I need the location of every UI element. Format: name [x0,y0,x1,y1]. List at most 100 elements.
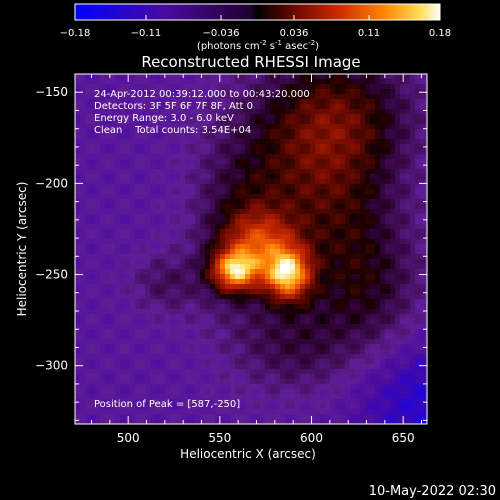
heatmap-cell [400,204,406,210]
heatmap-cell [325,379,331,385]
heatmap-cell [110,379,116,385]
heatmap-cell [300,104,306,110]
heatmap-cell [180,169,186,175]
heatmap-cell [230,309,236,315]
heatmap-cell [315,214,321,220]
heatmap-cell [320,169,326,175]
heatmap-cell [270,414,276,420]
heatmap-cell [355,179,361,185]
heatmap-cell [355,279,361,285]
heatmap-cell [260,89,266,95]
heatmap-cell [205,134,211,140]
heatmap-cell [320,249,326,255]
heatmap-cell [230,369,236,375]
heatmap-cell [250,259,256,265]
heatmap-cell [80,189,86,195]
heatmap-cell [195,399,201,405]
heatmap-cell [405,329,411,335]
heatmap-cell [390,129,396,135]
heatmap-cell [75,309,81,315]
heatmap-cell [250,239,256,245]
heatmap-cell [400,409,406,415]
heatmap-cell [205,264,211,270]
heatmap-cell [380,319,386,325]
heatmap-cell [290,344,296,350]
heatmap-cell [260,374,266,380]
heatmap-cell [210,259,216,265]
heatmap-cell [395,294,401,300]
heatmap-cell [135,359,141,365]
heatmap-cell [120,414,126,420]
heatmap-cell [255,234,261,240]
heatmap-cell [275,209,281,215]
heatmap-cell [315,399,321,405]
heatmap-cell [380,129,386,135]
heatmap-cell [335,309,341,315]
heatmap-cell [405,354,411,360]
heatmap-cell [160,124,166,130]
heatmap-cell [175,369,181,375]
heatmap-cell [400,159,406,165]
heatmap-cell [165,414,171,420]
heatmap-cell [120,404,126,410]
heatmap-cell [185,289,191,295]
heatmap-cell [155,419,161,424]
heatmap-cell [250,339,256,345]
heatmap-cell [350,419,356,424]
heatmap-cell [180,409,186,415]
heatmap-cell [100,139,106,145]
heatmap-cell [180,174,186,180]
heatmap-cell [360,369,366,375]
heatmap-cell [215,284,221,290]
heatmap-cell [190,149,196,155]
heatmap-cell [145,209,151,215]
heatmap-cell [265,139,271,145]
heatmap-cell [390,269,396,275]
heatmap-cell [80,179,86,185]
heatmap-cell [210,369,216,375]
heatmap-cell [235,309,241,315]
heatmap-cell [115,244,121,250]
heatmap-cell [175,249,181,255]
heatmap-cell [290,194,296,200]
heatmap-cell [370,304,376,310]
heatmap-cell [150,304,156,310]
heatmap-cell [125,379,131,385]
heatmap-cell [400,289,406,295]
heatmap-cell [385,214,391,220]
heatmap-cell [240,154,246,160]
heatmap-cell [105,344,111,350]
heatmap-cell [155,314,161,320]
heatmap-cell [195,264,201,270]
heatmap-cell [315,149,321,155]
heatmap-cell [265,264,271,270]
heatmap-cell [85,279,91,285]
heatmap-cell [220,264,226,270]
heatmap-cell [175,239,181,245]
heatmap-cell [410,144,416,150]
heatmap-cell [300,164,306,170]
heatmap-cell [255,399,261,405]
heatmap-cell [250,369,256,375]
heatmap-cell [75,114,81,120]
heatmap-cell [355,224,361,230]
heatmap-cell [75,404,81,410]
heatmap-cell [95,259,101,265]
heatmap-cell [100,314,106,320]
heatmap-cell [345,269,351,275]
heatmap-cell [100,354,106,360]
heatmap-cell [340,264,346,270]
heatmap-cell [110,254,116,260]
heatmap-cell [360,269,366,275]
heatmap-cell [415,239,421,245]
heatmap-cell [410,399,416,405]
heatmap-cell [375,199,381,205]
colorbar-tick-label: −0.11 [131,28,162,39]
heatmap-cell [315,229,321,235]
heatmap-cell [160,344,166,350]
heatmap-cell [295,149,301,155]
heatmap-cell [405,114,411,120]
heatmap-cell [325,254,331,260]
heatmap-cell [335,134,341,140]
heatmap-cell [325,189,331,195]
